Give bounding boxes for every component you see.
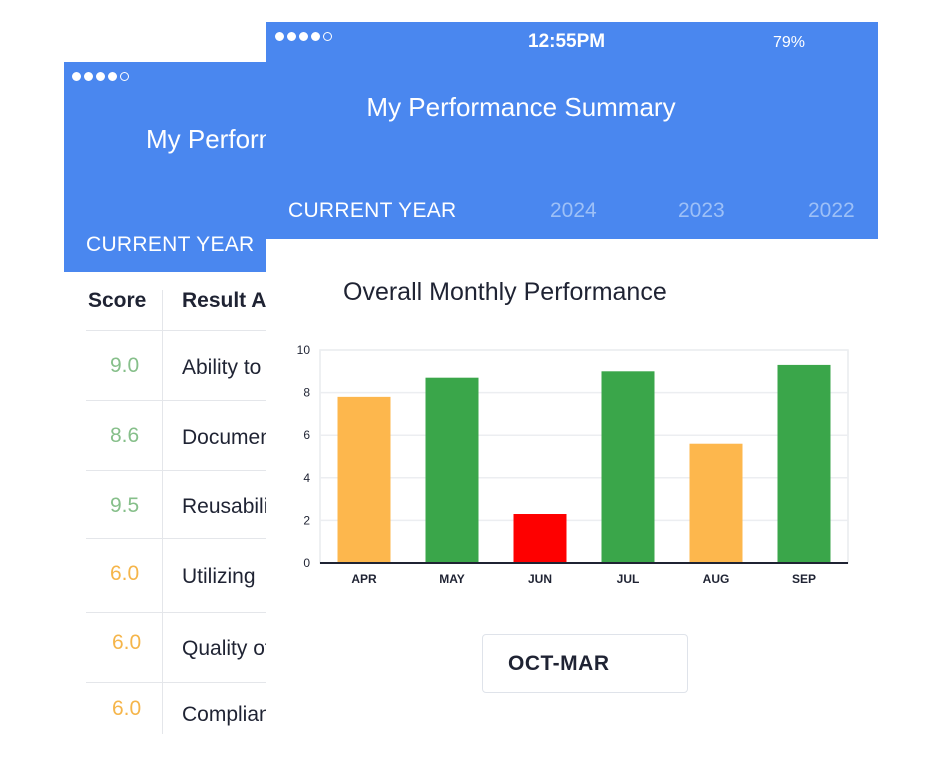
chart-title: Overall Monthly Performance [343, 278, 667, 306]
row-score: 9.0 [110, 354, 140, 377]
tab-2023[interactable]: 2023 [678, 199, 725, 222]
row-score: 6.0 [110, 562, 140, 585]
x-tick-label: JUL [617, 572, 640, 586]
row-score: 8.6 [110, 424, 140, 447]
bar-aug [689, 443, 743, 563]
column-divider [162, 290, 163, 734]
row-divider [86, 330, 278, 331]
result-area-column-header: Result Area [182, 289, 278, 312]
row-divider [86, 682, 278, 683]
x-tick-label: APR [351, 572, 377, 586]
row-result-area[interactable]: Reusability [182, 495, 278, 518]
tab-2024[interactable]: 2024 [550, 199, 597, 222]
x-tick-label: AUG [703, 572, 730, 586]
battery-level: 79% [773, 34, 806, 51]
y-tick-label: 10 [297, 343, 311, 357]
front-phone-screen: 12:55PM 79% My Performance Summary CURRE… [266, 22, 878, 776]
y-tick-label: 6 [303, 428, 310, 442]
page-title: My Performance Summary [366, 92, 676, 122]
y-tick-label: 2 [303, 513, 310, 527]
range-button-label: OCT-MAR [508, 652, 610, 675]
row-divider [86, 612, 278, 613]
plot-frame [319, 349, 849, 564]
row-result-area[interactable]: Ability to [182, 356, 262, 379]
back-page-title: My Performance Summary [146, 124, 278, 154]
x-tick-label: JUN [528, 572, 552, 586]
y-tick-label: 4 [303, 471, 310, 485]
bar-sep [777, 364, 831, 563]
tab-current-year[interactable]: CURRENT YEAR [288, 199, 457, 222]
status-time: 12:55PM [528, 31, 606, 52]
signal-strength-icon [72, 72, 129, 81]
tab-2022[interactable]: 2022 [808, 199, 855, 222]
row-result-area[interactable]: Quality of [182, 637, 271, 660]
range-oct-mar-button[interactable]: OCT-MAR [482, 634, 688, 693]
row-result-area[interactable]: Utilizing [182, 565, 256, 588]
row-result-area[interactable]: Documentation [182, 426, 278, 449]
y-tick-label: 0 [303, 556, 310, 570]
row-divider [86, 470, 278, 471]
bar-apr [337, 396, 391, 563]
row-divider [86, 400, 278, 401]
row-divider [86, 538, 278, 539]
x-tick-label: MAY [439, 572, 465, 586]
monthly-performance-chart: 0 2 4 6 8 10 APR MAY JUN JUL AUG SEP [297, 343, 849, 586]
front-header: 12:55PM 79% My Performance Summary CURRE… [266, 22, 878, 239]
y-tick-label: 8 [303, 386, 310, 400]
row-score: 6.0 [112, 631, 142, 654]
back-header: My Performance Summary CURRENT YEAR [64, 62, 278, 272]
row-score: 9.5 [110, 494, 140, 517]
bar-may [425, 377, 479, 563]
signal-strength-icon [275, 32, 332, 41]
row-score: 6.0 [112, 697, 142, 720]
bar-jun [513, 514, 567, 563]
x-tick-label: SEP [792, 572, 816, 586]
back-phone-screen: My Performance Summary CURRENT YEAR Scor… [64, 62, 278, 776]
row-result-area[interactable]: Compliance [182, 703, 278, 726]
score-column-header: Score [88, 289, 147, 312]
bar-jul [601, 371, 655, 563]
back-tab-current-year[interactable]: CURRENT YEAR [86, 233, 255, 256]
